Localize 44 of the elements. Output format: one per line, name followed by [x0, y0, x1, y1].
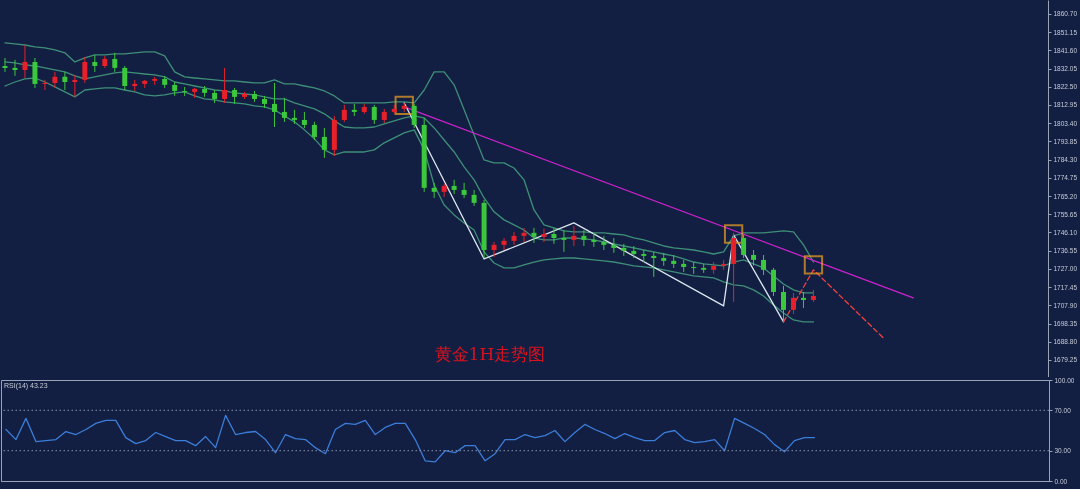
candlestick [651, 251, 657, 278]
candlestick [541, 228, 547, 243]
candlestick [581, 229, 587, 247]
candlestick [371, 104, 377, 125]
candlestick [222, 67, 228, 104]
candlestick [52, 71, 58, 89]
candlestick [491, 241, 497, 258]
candlestick [271, 82, 277, 128]
candlestick [551, 227, 557, 245]
candlestick [771, 267, 777, 297]
candlestick [311, 121, 317, 141]
candlestick [22, 44, 28, 79]
line-series [4, 61, 815, 294]
candlestick [761, 254, 767, 276]
candlestick [790, 292, 796, 315]
candlestick [12, 59, 18, 77]
candlestick [411, 103, 417, 129]
candlestick [691, 261, 697, 275]
candlestick [281, 97, 287, 123]
candlestick [741, 234, 747, 259]
candlestick [471, 189, 477, 207]
point [723, 224, 744, 244]
point [394, 95, 414, 116]
candlestick [781, 285, 786, 321]
candlestick [62, 71, 68, 91]
candlestick [571, 225, 577, 247]
candlestick [461, 182, 467, 199]
candlestick [531, 227, 537, 244]
candlestick [2, 57, 8, 73]
point [803, 255, 824, 275]
candlestick [321, 127, 327, 159]
candlestick [42, 79, 48, 91]
candlestick [122, 65, 128, 91]
candlestick [72, 74, 78, 98]
candlestick [591, 232, 597, 248]
candlestick [561, 229, 567, 253]
candlestick [501, 237, 507, 251]
text: 黄金1H走势图 [434, 344, 546, 364]
line-series [5, 414, 816, 463]
candlestick [82, 56, 88, 84]
candlestick [32, 57, 38, 89]
candlestick [112, 52, 118, 73]
candlestick [451, 179, 457, 195]
candlestick [511, 231, 517, 246]
